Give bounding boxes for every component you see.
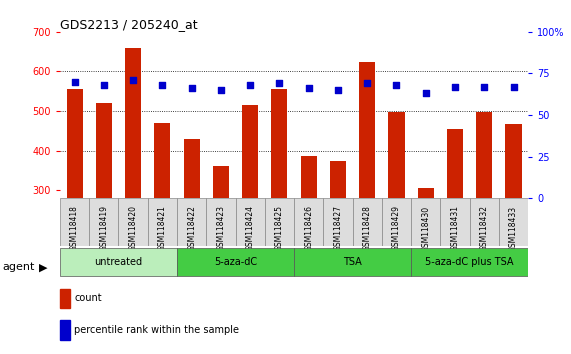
Point [392,82,401,88]
Point [363,81,372,86]
FancyBboxPatch shape [323,198,352,246]
Text: TSA: TSA [343,257,362,267]
Point [246,82,255,88]
FancyBboxPatch shape [177,198,206,246]
Point [99,82,108,88]
FancyBboxPatch shape [411,248,528,276]
Point [70,79,79,85]
Bar [330,161,346,198]
FancyBboxPatch shape [235,198,265,246]
FancyBboxPatch shape [60,198,89,246]
Text: GSM118425: GSM118425 [275,205,284,251]
Text: 5-aza-dC plus TSA: 5-aza-dC plus TSA [425,257,514,267]
Point [421,91,431,96]
Bar [96,103,112,198]
Text: GSM118432: GSM118432 [480,205,489,251]
FancyBboxPatch shape [148,198,177,246]
Bar [418,188,434,198]
Point [275,81,284,86]
FancyBboxPatch shape [469,198,499,246]
FancyBboxPatch shape [352,198,382,246]
Text: GSM118429: GSM118429 [392,205,401,251]
Text: count: count [74,293,102,303]
Text: GDS2213 / 205240_at: GDS2213 / 205240_at [60,18,198,31]
Text: GSM118424: GSM118424 [246,205,255,251]
Text: agent: agent [3,262,35,272]
Text: GSM118419: GSM118419 [99,205,108,251]
Text: GSM118433: GSM118433 [509,205,518,252]
Point [333,87,343,93]
FancyBboxPatch shape [265,198,294,246]
FancyBboxPatch shape [382,198,411,246]
Point [480,84,489,90]
Text: GSM118428: GSM118428 [363,205,372,251]
Point [216,87,226,93]
Point [304,86,313,91]
FancyBboxPatch shape [294,248,411,276]
Text: ▶: ▶ [39,262,47,272]
FancyBboxPatch shape [440,198,469,246]
FancyBboxPatch shape [411,198,440,246]
Bar [67,89,83,198]
Text: GSM118426: GSM118426 [304,205,313,251]
Point [451,84,460,90]
FancyBboxPatch shape [499,198,528,246]
Bar [301,156,317,198]
Text: 5-aza-dC: 5-aza-dC [214,257,257,267]
Point [158,82,167,88]
Text: GSM118431: GSM118431 [451,205,460,251]
Bar [242,105,258,198]
FancyBboxPatch shape [119,198,148,246]
Bar [476,112,492,198]
Text: GSM118430: GSM118430 [421,205,431,252]
Bar [505,124,521,198]
Text: percentile rank within the sample: percentile rank within the sample [74,325,239,335]
Point [128,77,138,83]
Bar [154,123,170,198]
Text: untreated: untreated [94,257,143,267]
Text: GSM118423: GSM118423 [216,205,226,251]
FancyBboxPatch shape [177,248,294,276]
FancyBboxPatch shape [294,198,323,246]
Text: GSM118418: GSM118418 [70,205,79,251]
Bar [213,166,229,198]
Point [509,84,518,90]
Bar [447,129,463,198]
Bar [388,112,404,198]
Bar [184,139,200,198]
Text: GSM118427: GSM118427 [333,205,343,251]
Bar [359,62,375,198]
Text: GSM118422: GSM118422 [187,205,196,251]
FancyBboxPatch shape [206,198,235,246]
FancyBboxPatch shape [60,248,177,276]
Text: GSM118421: GSM118421 [158,205,167,251]
Point [187,86,196,91]
FancyBboxPatch shape [89,198,119,246]
Bar [271,89,287,198]
Text: GSM118420: GSM118420 [128,205,138,251]
Bar [125,48,141,198]
